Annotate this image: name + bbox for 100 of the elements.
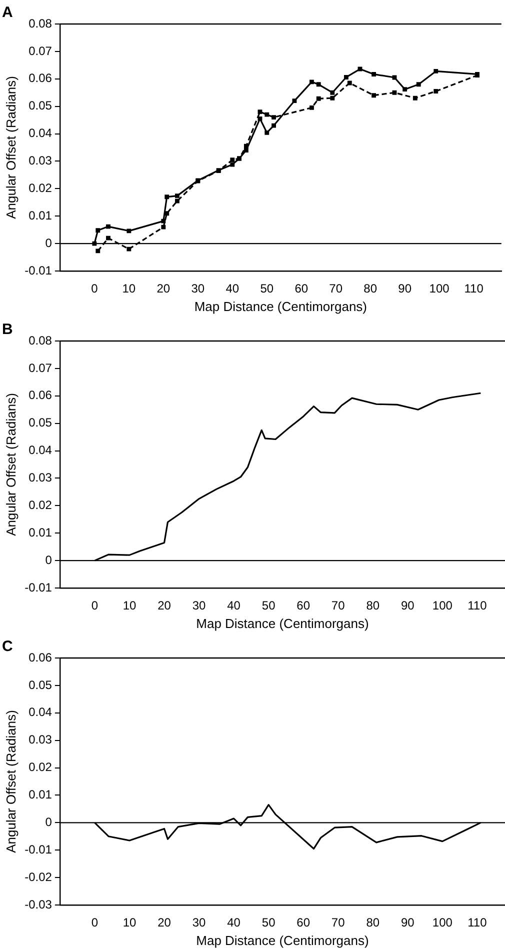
y-tick-label: 0.05 xyxy=(28,416,52,430)
x-tick-label: 10 xyxy=(122,916,136,930)
y-axis-title: Angular Offset (Radians) xyxy=(3,393,18,536)
x-tick-label: 110 xyxy=(464,282,484,296)
y-tick-label: 0.01 xyxy=(28,788,52,802)
point xyxy=(372,93,376,98)
point xyxy=(264,112,270,117)
y-tick-label: -0.01 xyxy=(24,842,52,856)
y-axis-title: Angular Offset (Radians) xyxy=(3,710,18,853)
y-tick-label: 0.06 xyxy=(28,388,52,402)
x-tick-label: 70 xyxy=(331,916,346,930)
point xyxy=(161,224,166,230)
point xyxy=(310,80,314,84)
chart-title: C xyxy=(2,638,13,656)
x-tick-label: 60 xyxy=(296,598,310,613)
x-tick-label: 40 xyxy=(227,598,241,613)
y-tick-label: 0.04 xyxy=(28,443,52,458)
x-tick-label: 80 xyxy=(364,282,378,296)
x-tick-label: 20 xyxy=(156,282,170,296)
point xyxy=(258,116,262,121)
chart-title: B xyxy=(2,321,13,338)
y-tick-label: 0.08 xyxy=(28,333,52,348)
y-tick-label: 0.01 xyxy=(28,525,52,540)
point xyxy=(292,98,297,104)
point xyxy=(244,148,248,152)
point xyxy=(230,158,235,162)
point xyxy=(416,82,421,87)
x-tick-label: 110 xyxy=(468,916,488,930)
y-tick-label: 0.06 xyxy=(28,650,52,664)
point xyxy=(402,87,408,92)
point xyxy=(164,194,170,200)
x-tick-label: 0 xyxy=(91,282,98,296)
point xyxy=(230,162,235,167)
point xyxy=(392,75,397,80)
y-tick-label: 0.03 xyxy=(28,732,52,747)
x-tick-label: 10 xyxy=(122,598,136,613)
point xyxy=(106,236,110,240)
x-tick-label: 100 xyxy=(432,916,453,930)
y-tick-label: 0.04 xyxy=(28,126,52,140)
point xyxy=(272,123,276,128)
x-tick-label: 20 xyxy=(158,916,172,930)
x-tick-label: 80 xyxy=(366,916,380,930)
y-tick-label: 0.05 xyxy=(28,98,52,113)
point xyxy=(412,96,418,100)
point xyxy=(358,66,362,72)
x-tick-label: 90 xyxy=(400,598,415,613)
x-axis-title: Map Distance (Centimorgans) xyxy=(196,932,369,948)
point xyxy=(126,246,132,252)
x-tick-label: 40 xyxy=(226,282,240,296)
point xyxy=(106,224,110,229)
point xyxy=(434,68,438,74)
point xyxy=(392,90,397,95)
x-tick-label: 0 xyxy=(91,598,98,613)
x-tick-label: 40 xyxy=(227,916,241,930)
x-tick-label: 10 xyxy=(122,282,136,296)
y-tick-label: 0 xyxy=(45,814,52,829)
x-tick-label: 100 xyxy=(432,598,453,613)
x-tick-label: 110 xyxy=(468,598,488,613)
point xyxy=(344,75,348,80)
point xyxy=(258,110,262,114)
point xyxy=(164,211,170,216)
x-tick-label: 60 xyxy=(296,916,310,930)
x-tick-label: 70 xyxy=(331,598,346,613)
point xyxy=(372,72,376,76)
point xyxy=(347,80,352,86)
x-tick-label: 60 xyxy=(294,282,308,296)
point xyxy=(264,130,270,135)
point xyxy=(96,228,100,233)
x-tick-label: 90 xyxy=(400,916,415,930)
x-tick-label: 100 xyxy=(429,282,450,296)
y-tick-label: 0.02 xyxy=(28,498,52,512)
x-tick-label: 30 xyxy=(192,598,206,613)
point xyxy=(330,96,335,100)
y-tick-label: -0.01 xyxy=(24,263,52,278)
y-tick-label: 0.01 xyxy=(28,208,52,222)
point xyxy=(96,248,100,254)
y-tick-label: -0.02 xyxy=(24,870,52,884)
point xyxy=(272,115,276,120)
x-tick-label: 50 xyxy=(262,598,276,613)
y-tick-label: 0.07 xyxy=(28,44,52,58)
point xyxy=(316,82,321,87)
chart-title: A xyxy=(2,4,13,22)
point xyxy=(330,90,335,95)
point xyxy=(161,218,166,224)
x-tick-label: 20 xyxy=(158,598,172,613)
x-tick-label: 80 xyxy=(366,598,380,613)
y-tick-label: 0.03 xyxy=(28,154,52,168)
y-tick-label: 0.07 xyxy=(28,360,52,375)
point xyxy=(92,241,97,246)
y-tick-label: -0.03 xyxy=(24,897,52,912)
y-tick-label: 0.05 xyxy=(28,678,52,692)
y-tick-label: 0.06 xyxy=(28,71,52,86)
x-tick-label: 30 xyxy=(192,916,206,930)
point xyxy=(126,228,132,234)
y-tick-label: 0 xyxy=(45,552,52,567)
point xyxy=(316,96,321,101)
x-tick-label: 50 xyxy=(262,916,276,930)
x-tick-label: 30 xyxy=(191,282,205,296)
x-axis-title: Map Distance (Centimorgans) xyxy=(196,616,369,631)
y-tick-label: 0.03 xyxy=(28,470,52,485)
